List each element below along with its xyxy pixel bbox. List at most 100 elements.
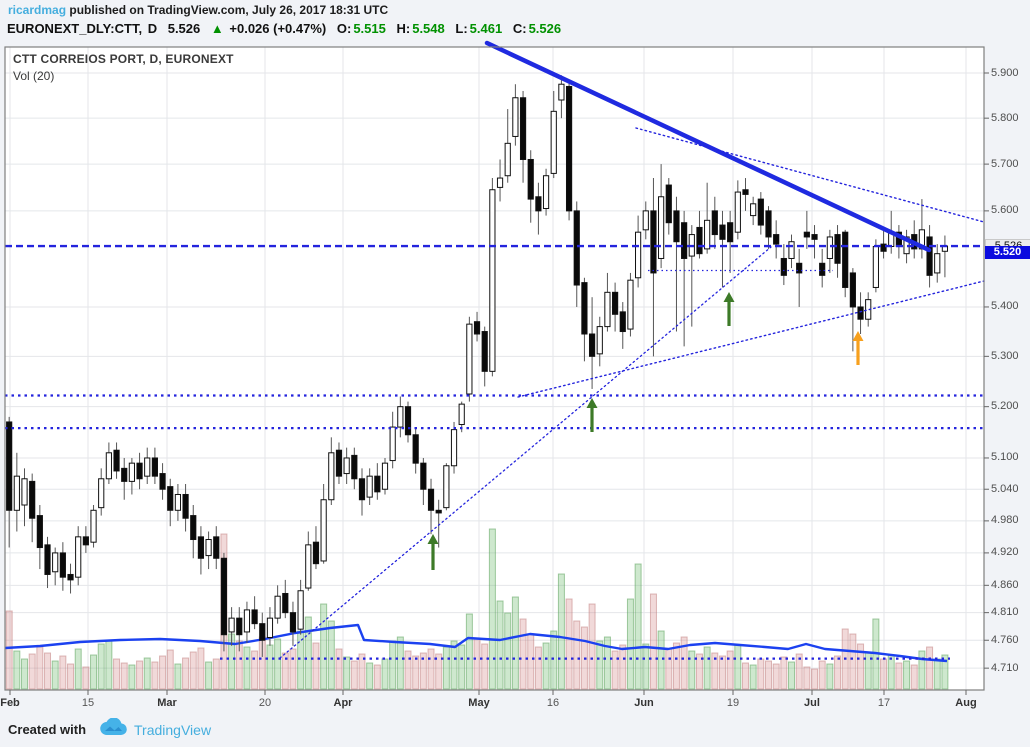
volume-bar [82, 666, 90, 690]
low-value: 5.461 [469, 21, 503, 36]
price-axis-label: 4.760 [991, 633, 1019, 646]
volume-bar [90, 654, 98, 690]
volume-bar [603, 636, 611, 690]
volume-bar [419, 652, 427, 690]
volume-bar [404, 650, 412, 690]
tradingview-logo-icon[interactable] [100, 717, 127, 741]
candle-down [151, 457, 159, 477]
chart-legend: CTT CORREIOS PORT, D, EURONEXT Vol (20) [13, 52, 234, 83]
volume-bar [44, 652, 52, 690]
wedge-lower-dotted[interactable] [517, 280, 985, 398]
price-axis-label: 4.980 [991, 514, 1019, 527]
time-axis-label-16: 16 [546, 697, 560, 709]
volume-bar [903, 660, 911, 690]
pane-border [4, 46, 985, 691]
buy-arrow-may-icon[interactable] [586, 398, 598, 432]
price-axis-label: 5.600 [991, 204, 1019, 217]
symbol-name[interactable]: EURONEXT_DLY:CTT, [7, 21, 143, 36]
candle-down [0, 386, 4, 468]
volume-bar [788, 661, 796, 690]
candle-up [734, 191, 741, 233]
candle-up [934, 253, 941, 274]
volume-bar [350, 660, 358, 690]
interval-label[interactable]: D [147, 21, 158, 36]
candle-up [627, 279, 634, 330]
volume-bar [726, 650, 734, 690]
price-axis-label: 5.300 [991, 349, 1019, 362]
candlestick-series [0, 75, 949, 657]
candle-up [704, 219, 711, 250]
candle-up [144, 457, 151, 477]
candle-up [635, 231, 642, 279]
time-axis-label-aug: Aug [955, 697, 977, 709]
arrow-head [852, 331, 864, 341]
buy-arrow-june-icon[interactable] [723, 292, 735, 326]
close-label: C: [512, 21, 527, 36]
major-downtrend[interactable] [484, 40, 932, 253]
volume-bar [665, 648, 673, 690]
candle-up [397, 406, 404, 428]
volume-bar [803, 666, 811, 690]
uptrend-dotted-steep[interactable] [279, 246, 772, 659]
candle-down [351, 454, 358, 480]
candle-down [581, 282, 588, 335]
volume-bar [36, 646, 44, 690]
candle-up [320, 499, 327, 562]
volume-bar [496, 600, 504, 690]
candle-up [105, 452, 112, 480]
price-axis-label: 4.810 [991, 606, 1019, 619]
candle-down [113, 449, 120, 472]
candle-down [650, 210, 657, 274]
candle-down [404, 406, 412, 436]
candle-up [128, 462, 135, 482]
volume-indicator-label[interactable]: Vol (20) [13, 69, 55, 83]
volume-bar [703, 646, 711, 690]
time-axis-label-19: 19 [726, 697, 740, 709]
watch-arrow-july-icon[interactable] [852, 331, 864, 365]
chart-title[interactable]: CTT CORREIOS PORT, D, EURONEXT [13, 52, 234, 66]
arrow-head [427, 534, 439, 544]
candle-up [274, 595, 281, 619]
candle-down [358, 478, 366, 501]
volume-bar [335, 648, 343, 690]
candle-down [673, 210, 680, 243]
volume-bar [718, 655, 726, 690]
volume-bar [212, 658, 220, 690]
high-value: 5.548 [412, 21, 445, 36]
tradingview-brand-link[interactable]: TradingView [134, 721, 212, 738]
candle-down [757, 198, 764, 226]
buy-arrow-april-icon[interactable] [427, 534, 439, 570]
volume-bar [320, 603, 328, 690]
candle-down [67, 573, 74, 581]
candle-up [558, 83, 565, 101]
publisher-link[interactable]: ricardmag [8, 3, 67, 17]
volume-bar [373, 664, 381, 690]
volume-bar [343, 656, 351, 690]
candle-down [159, 473, 166, 490]
candle-up [381, 462, 389, 490]
volume-bar [243, 646, 251, 690]
candle-up [243, 609, 251, 633]
volume-bar [205, 661, 213, 690]
candle-down [182, 493, 189, 519]
candle-down [473, 321, 481, 335]
candle-down [535, 196, 542, 212]
arrow-head [723, 292, 735, 302]
volume-bar [550, 630, 558, 690]
candle-down [711, 210, 718, 236]
candle-down [282, 592, 289, 614]
time-axis-label-jun: Jun [634, 697, 654, 709]
candle-down [803, 231, 810, 238]
candle-up [604, 291, 611, 328]
volume-bar [197, 647, 205, 690]
volume-bar [688, 650, 696, 690]
candle-up [52, 552, 59, 573]
volume-bar [358, 653, 366, 690]
created-with-label: Created with [8, 722, 87, 737]
candle-up [443, 465, 450, 509]
wedge-upper-dotted[interactable] [635, 127, 985, 223]
candle-up [496, 177, 504, 188]
volume-bar [312, 642, 320, 690]
volume-bar [741, 662, 749, 690]
